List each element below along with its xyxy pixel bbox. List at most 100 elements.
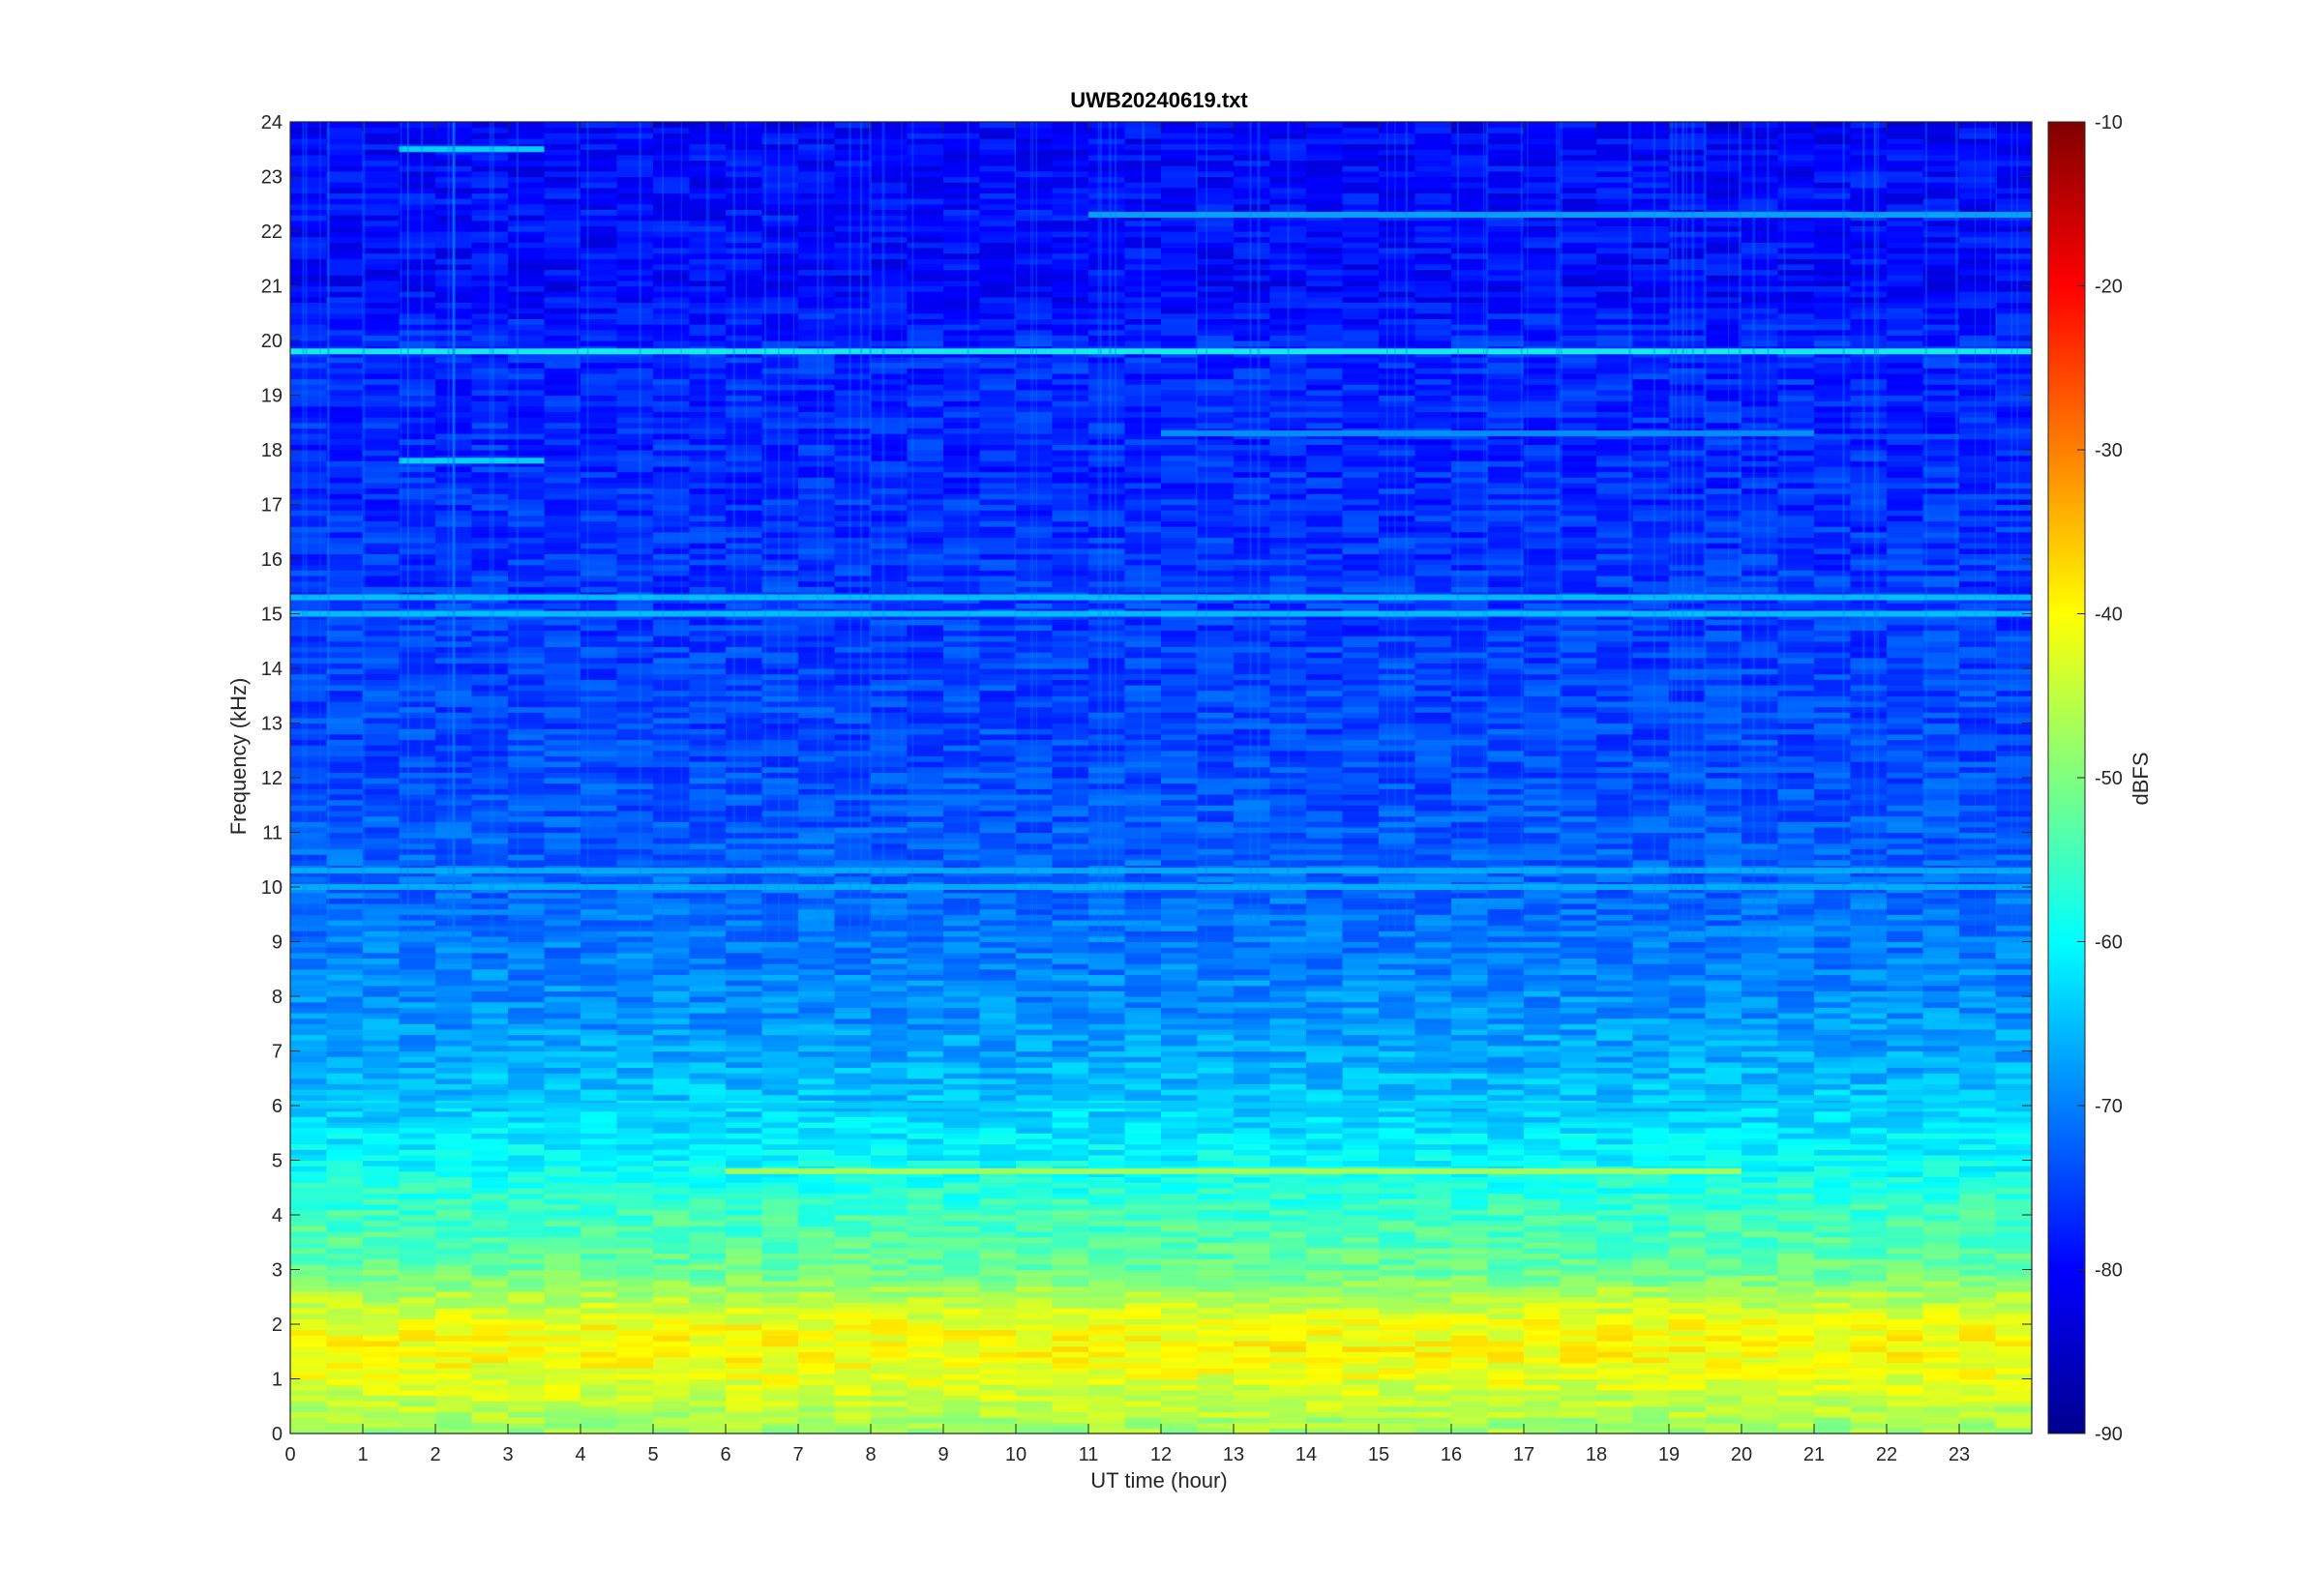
spectrogram-cell [1742, 1417, 1779, 1424]
spectrogram-cell [1379, 941, 1416, 948]
spectrogram-cell [653, 1143, 691, 1150]
spectrogram-cell [363, 1176, 401, 1183]
spectrogram-cell [1088, 1226, 1126, 1232]
spectrogram-cell [1524, 1296, 1562, 1303]
spectrogram-cell [1451, 1389, 1489, 1397]
spectrogram-cell [761, 1198, 799, 1205]
spectrogram-cell [326, 908, 364, 915]
spectrogram-cell [1269, 958, 1307, 964]
spectrogram-cell [1887, 1127, 1924, 1134]
spectrogram-cell [1560, 1001, 1597, 1008]
spectrogram-cell [1887, 1422, 1924, 1429]
spectrogram-cell [1342, 1143, 1380, 1150]
spectrogram-cell [907, 892, 944, 899]
spectrogram-cell [798, 1182, 836, 1189]
spectrogram-cell [1269, 1422, 1307, 1429]
spectrogram-cell [1669, 902, 1707, 910]
spectrogram-cell [1705, 985, 1742, 991]
spectrogram-cell [1524, 1028, 1562, 1036]
spectrogram-cell [798, 985, 836, 991]
spectrogram-cell [1887, 919, 1924, 927]
spectrogram-cell [544, 1417, 581, 1424]
spectrogram-cell [1269, 1286, 1307, 1292]
spectrogram-cell [871, 1417, 908, 1424]
spectrogram-cell [1197, 875, 1235, 882]
spectrogram-cell [798, 1280, 836, 1287]
spectrogram-cell [1451, 947, 1489, 954]
spectrogram-cell [580, 1110, 618, 1117]
spectrogram-cell [399, 963, 436, 970]
spectrogram-cell [1379, 1110, 1416, 1117]
spectrogram-cell [471, 1428, 509, 1434]
spectrogram-cell [1959, 1263, 1997, 1271]
spectrogram-cell [1414, 1050, 1452, 1057]
spectrogram-cell [726, 1313, 763, 1319]
spectrogram-cell [1124, 1308, 1162, 1315]
spectrogram-cell [1016, 1378, 1054, 1385]
spectrogram-cell [1124, 1050, 1162, 1057]
spectrogram-cell [1197, 1286, 1235, 1292]
spectrogram-cell [1306, 1405, 1344, 1412]
spectrogram-cell [471, 1182, 509, 1189]
spectrogram-cell [726, 952, 763, 960]
spectrogram-cell [1124, 952, 1162, 960]
spectrogram-cell [1596, 1127, 1634, 1134]
spectrogram-cell [616, 1378, 654, 1385]
spectrogram-cell [1487, 1378, 1525, 1385]
spectrogram-cell [1451, 958, 1489, 964]
spectrogram-cell [1124, 1401, 1162, 1407]
spectrogram-cell [1088, 1302, 1126, 1309]
spectrogram-cell [1052, 1203, 1089, 1210]
spectrogram-cell [1088, 968, 1126, 975]
spectrogram-cell [1451, 1012, 1489, 1020]
spectrogram-cell [435, 1258, 473, 1265]
spectrogram-cell [1742, 925, 1779, 931]
spectrogram-cell [363, 1389, 401, 1397]
spectrogram-cell [544, 914, 581, 921]
spectrogram-cell [616, 1094, 654, 1101]
spectrogram-cell [1161, 1362, 1199, 1369]
spectrogram-cell [1922, 1094, 1960, 1101]
spectrogram-cell [834, 1373, 872, 1380]
spectrogram-cell [653, 952, 691, 960]
spectrogram-cell [1669, 1138, 1707, 1145]
spectrogram-cell [798, 1242, 836, 1249]
spectrogram-cell [1742, 974, 1779, 981]
spectrogram-cell [399, 958, 436, 964]
spectrogram-cell [1850, 1269, 1888, 1276]
spectrogram-cell [1705, 1335, 1742, 1342]
spectrogram-cell [1814, 1395, 1852, 1402]
spectrogram-cell [689, 1089, 727, 1096]
spectrogram-cell [1088, 887, 1126, 894]
spectrogram-cell [1269, 996, 1307, 1003]
spectrogram-cell [1016, 1422, 1054, 1429]
spectrogram-cell [290, 1040, 328, 1047]
spectrogram-cell [1451, 1198, 1489, 1205]
spectrogram-cell [1234, 1291, 1271, 1298]
spectrogram-cell [1742, 985, 1779, 991]
spectrogram-cell [907, 1170, 944, 1178]
spectrogram-cell [1959, 963, 1997, 970]
spectrogram-cell [871, 1395, 908, 1402]
spectrogram-cell [1379, 935, 1416, 943]
spectrogram-cell [689, 1291, 727, 1298]
spectrogram-cell [1016, 1154, 1054, 1162]
spectrogram-cell [979, 1056, 1017, 1063]
spectrogram-cell [1669, 990, 1707, 997]
spectrogram-cell [1016, 925, 1054, 931]
spectrogram-cell [1742, 958, 1779, 964]
spectrogram-cell [1814, 1220, 1852, 1227]
spectrogram-cell [834, 1269, 872, 1276]
spectrogram-cell [1777, 1193, 1815, 1199]
spectrogram-cell [1995, 980, 2033, 987]
spectrogram-cell [1269, 1269, 1307, 1276]
spectrogram-cell [834, 1242, 872, 1249]
spectrogram-cell [508, 1275, 546, 1282]
spectrogram-cell [471, 1318, 509, 1325]
spectrogram-cell [1306, 1226, 1344, 1232]
spectrogram-cell [689, 980, 727, 987]
spectrogram-cell [1088, 1078, 1126, 1084]
spectrogram-cell [1379, 985, 1416, 991]
spectrogram-cell [1269, 1203, 1307, 1210]
spectrogram-cell [1161, 1078, 1199, 1084]
